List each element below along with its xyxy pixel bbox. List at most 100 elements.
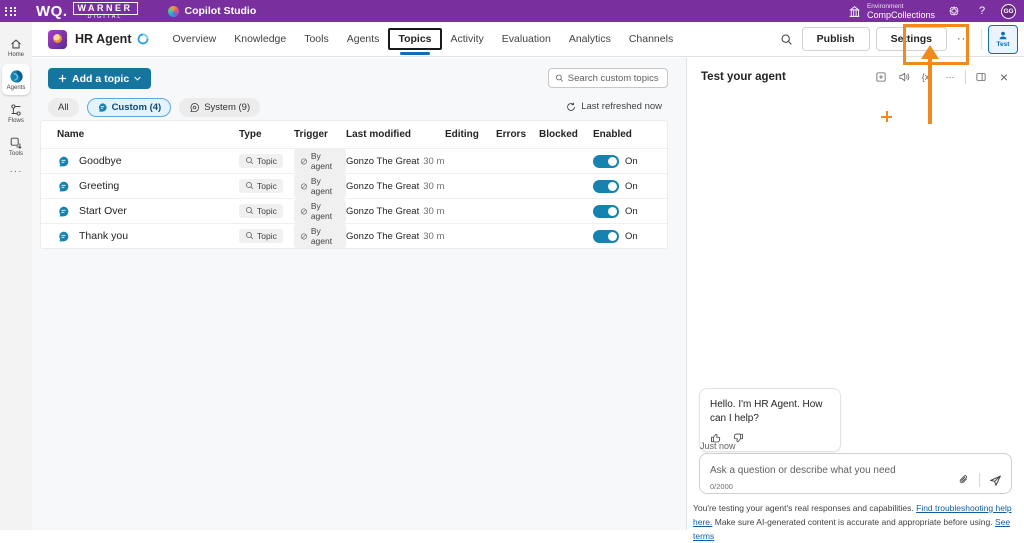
tab-knowledge[interactable]: Knowledge xyxy=(234,33,287,45)
enabled-toggle[interactable] xyxy=(593,229,619,243)
agent-message-text: Hello. I'm HR Agent. How can I help? xyxy=(710,399,823,424)
sidebar-item-tools[interactable]: Tools xyxy=(2,130,30,161)
settings-gear-icon[interactable] xyxy=(945,2,963,20)
topic-chat-icon xyxy=(57,180,70,193)
person-icon xyxy=(999,31,1007,39)
topic-name[interactable]: Thank you xyxy=(79,230,129,242)
column-header-trigger: Trigger xyxy=(294,129,328,140)
topics-search xyxy=(548,68,668,88)
settings-button[interactable]: Settings xyxy=(875,27,947,51)
tools-icon xyxy=(9,135,23,150)
search-icon xyxy=(555,74,563,82)
sidebar-item-agents[interactable]: Agents xyxy=(2,64,30,95)
filter-pill-label: All xyxy=(58,102,69,113)
speech-icon[interactable] xyxy=(896,70,912,84)
topic-chat-icon xyxy=(57,205,70,218)
sidebar-item-home[interactable]: Home xyxy=(2,31,30,62)
app-launcher-waffle-icon[interactable] xyxy=(0,0,22,22)
filter-pill-all[interactable]: All xyxy=(48,98,79,117)
column-header-name: Name xyxy=(57,129,85,140)
agent-header: HR Agent Overview Knowledge Tools Agents Top… xyxy=(32,22,1024,57)
sidebar-item-label: Tools xyxy=(8,151,23,157)
topic-row-thank-you[interactable]: Thank you Topic By agent Gonzo The Great 30 … xyxy=(41,223,667,248)
topic-filters: All Custom (4) System (9) xyxy=(48,98,261,117)
sidebar-item-label: Agents xyxy=(6,85,26,91)
testing-disclaimer: You're testing your agent's real respons… xyxy=(693,501,1015,543)
close-icon[interactable]: × xyxy=(999,69,1009,85)
tab-tools[interactable]: Tools xyxy=(304,33,329,45)
column-header-errors: Errors xyxy=(496,129,527,140)
topic-name[interactable]: Goodbye xyxy=(79,155,122,167)
tab-channels[interactable]: Channels xyxy=(628,33,674,45)
refresh-status[interactable]: Last refreshed now xyxy=(566,101,662,112)
enabled-toggle[interactable] xyxy=(593,204,619,218)
help-icon[interactable]: ? xyxy=(978,5,986,17)
more-options-icon[interactable]: ··· xyxy=(953,31,975,47)
new-window-icon[interactable] xyxy=(873,70,889,84)
topics-page: Add a topic All Custom (4) System (9) Last… xyxy=(32,58,686,530)
enabled-toggle[interactable] xyxy=(593,179,619,193)
brand-digital-text: DIGITAL xyxy=(87,14,123,20)
thumbs-down-icon[interactable] xyxy=(732,432,744,444)
filter-pill-custom-4[interactable]: Custom (4) xyxy=(86,98,172,117)
variables-icon[interactable]: {x} xyxy=(921,72,933,82)
tab-evaluation[interactable]: Evaluation xyxy=(501,33,551,45)
type-badge: Topic xyxy=(239,228,283,243)
tab-activity[interactable]: Activity xyxy=(450,33,484,45)
trigger-badge: By agent xyxy=(294,174,346,198)
type-badge: Topic xyxy=(239,203,283,218)
agent-avatar xyxy=(48,29,67,49)
type-badge: Topic xyxy=(239,178,283,193)
filter-pill-label: System (9) xyxy=(204,102,251,113)
sidebar-item-flows[interactable]: Flows xyxy=(2,97,30,128)
topic-row-start-over[interactable]: Start Over Topic By agent Gonzo The Great 30… xyxy=(41,198,667,223)
trigger-badge: By agent xyxy=(294,199,346,223)
environment-building-icon xyxy=(849,5,860,17)
more-options-icon[interactable]: ··· xyxy=(945,72,955,82)
agents-icon xyxy=(9,69,24,84)
send-icon[interactable] xyxy=(987,473,1003,487)
char-counter: 0/2000 xyxy=(710,482,733,491)
enabled-toggle[interactable] xyxy=(593,154,619,168)
topic-name[interactable]: Start Over xyxy=(79,205,127,217)
topics-search-input[interactable] xyxy=(567,72,661,84)
tab-agents[interactable]: Agents xyxy=(346,33,380,45)
test-button[interactable]: Test xyxy=(988,24,1018,54)
chat-input-box: 0/2000 xyxy=(699,453,1012,494)
topic-row-greeting[interactable]: Greeting Topic By agent Gonzo The Great 30 m… xyxy=(41,173,667,198)
attachment-paperclip-icon[interactable] xyxy=(956,473,972,487)
search-icon[interactable] xyxy=(778,30,796,48)
flows-icon xyxy=(9,102,23,117)
filter-pill-system-9[interactable]: System (9) xyxy=(179,98,261,117)
tab-overview[interactable]: Overview xyxy=(172,33,217,45)
chevron-down-icon xyxy=(134,76,141,81)
toggle-state-label: On xyxy=(625,155,638,167)
topics-table: Name Type Trigger Last modified Editing Error… xyxy=(40,120,668,249)
divider xyxy=(981,29,982,49)
environment-name: CompCollections xyxy=(866,9,935,20)
copilot-studio-home[interactable]: Copilot Studio xyxy=(167,5,256,17)
sidebar-more-icon[interactable]: ··· xyxy=(9,166,23,177)
environment-picker[interactable]: Environment CompCollections xyxy=(848,3,935,20)
add-topic-button[interactable]: Add a topic xyxy=(48,68,152,89)
dock-icon[interactable] xyxy=(973,70,989,84)
troubleshooting-link[interactable]: Find troubleshooting help here. xyxy=(693,503,1012,528)
type-badge: Topic xyxy=(239,153,283,168)
brand-wq-text: WQ. xyxy=(36,2,68,20)
tab-analytics[interactable]: Analytics xyxy=(568,33,611,45)
chat-icon xyxy=(97,102,108,113)
topic-name[interactable]: Greeting xyxy=(79,180,120,192)
tab-topics[interactable]: Topics xyxy=(388,28,442,50)
trigger-badge: By agent xyxy=(294,149,346,173)
thumbs-up-icon[interactable] xyxy=(710,432,722,444)
column-header-type: Type xyxy=(239,129,262,140)
gear-chat-icon xyxy=(189,102,200,113)
chat-message-input[interactable] xyxy=(710,465,940,476)
user-avatar[interactable]: GG xyxy=(1001,3,1016,19)
topic-chat-icon xyxy=(57,155,70,168)
publish-button[interactable]: Publish xyxy=(801,27,870,51)
